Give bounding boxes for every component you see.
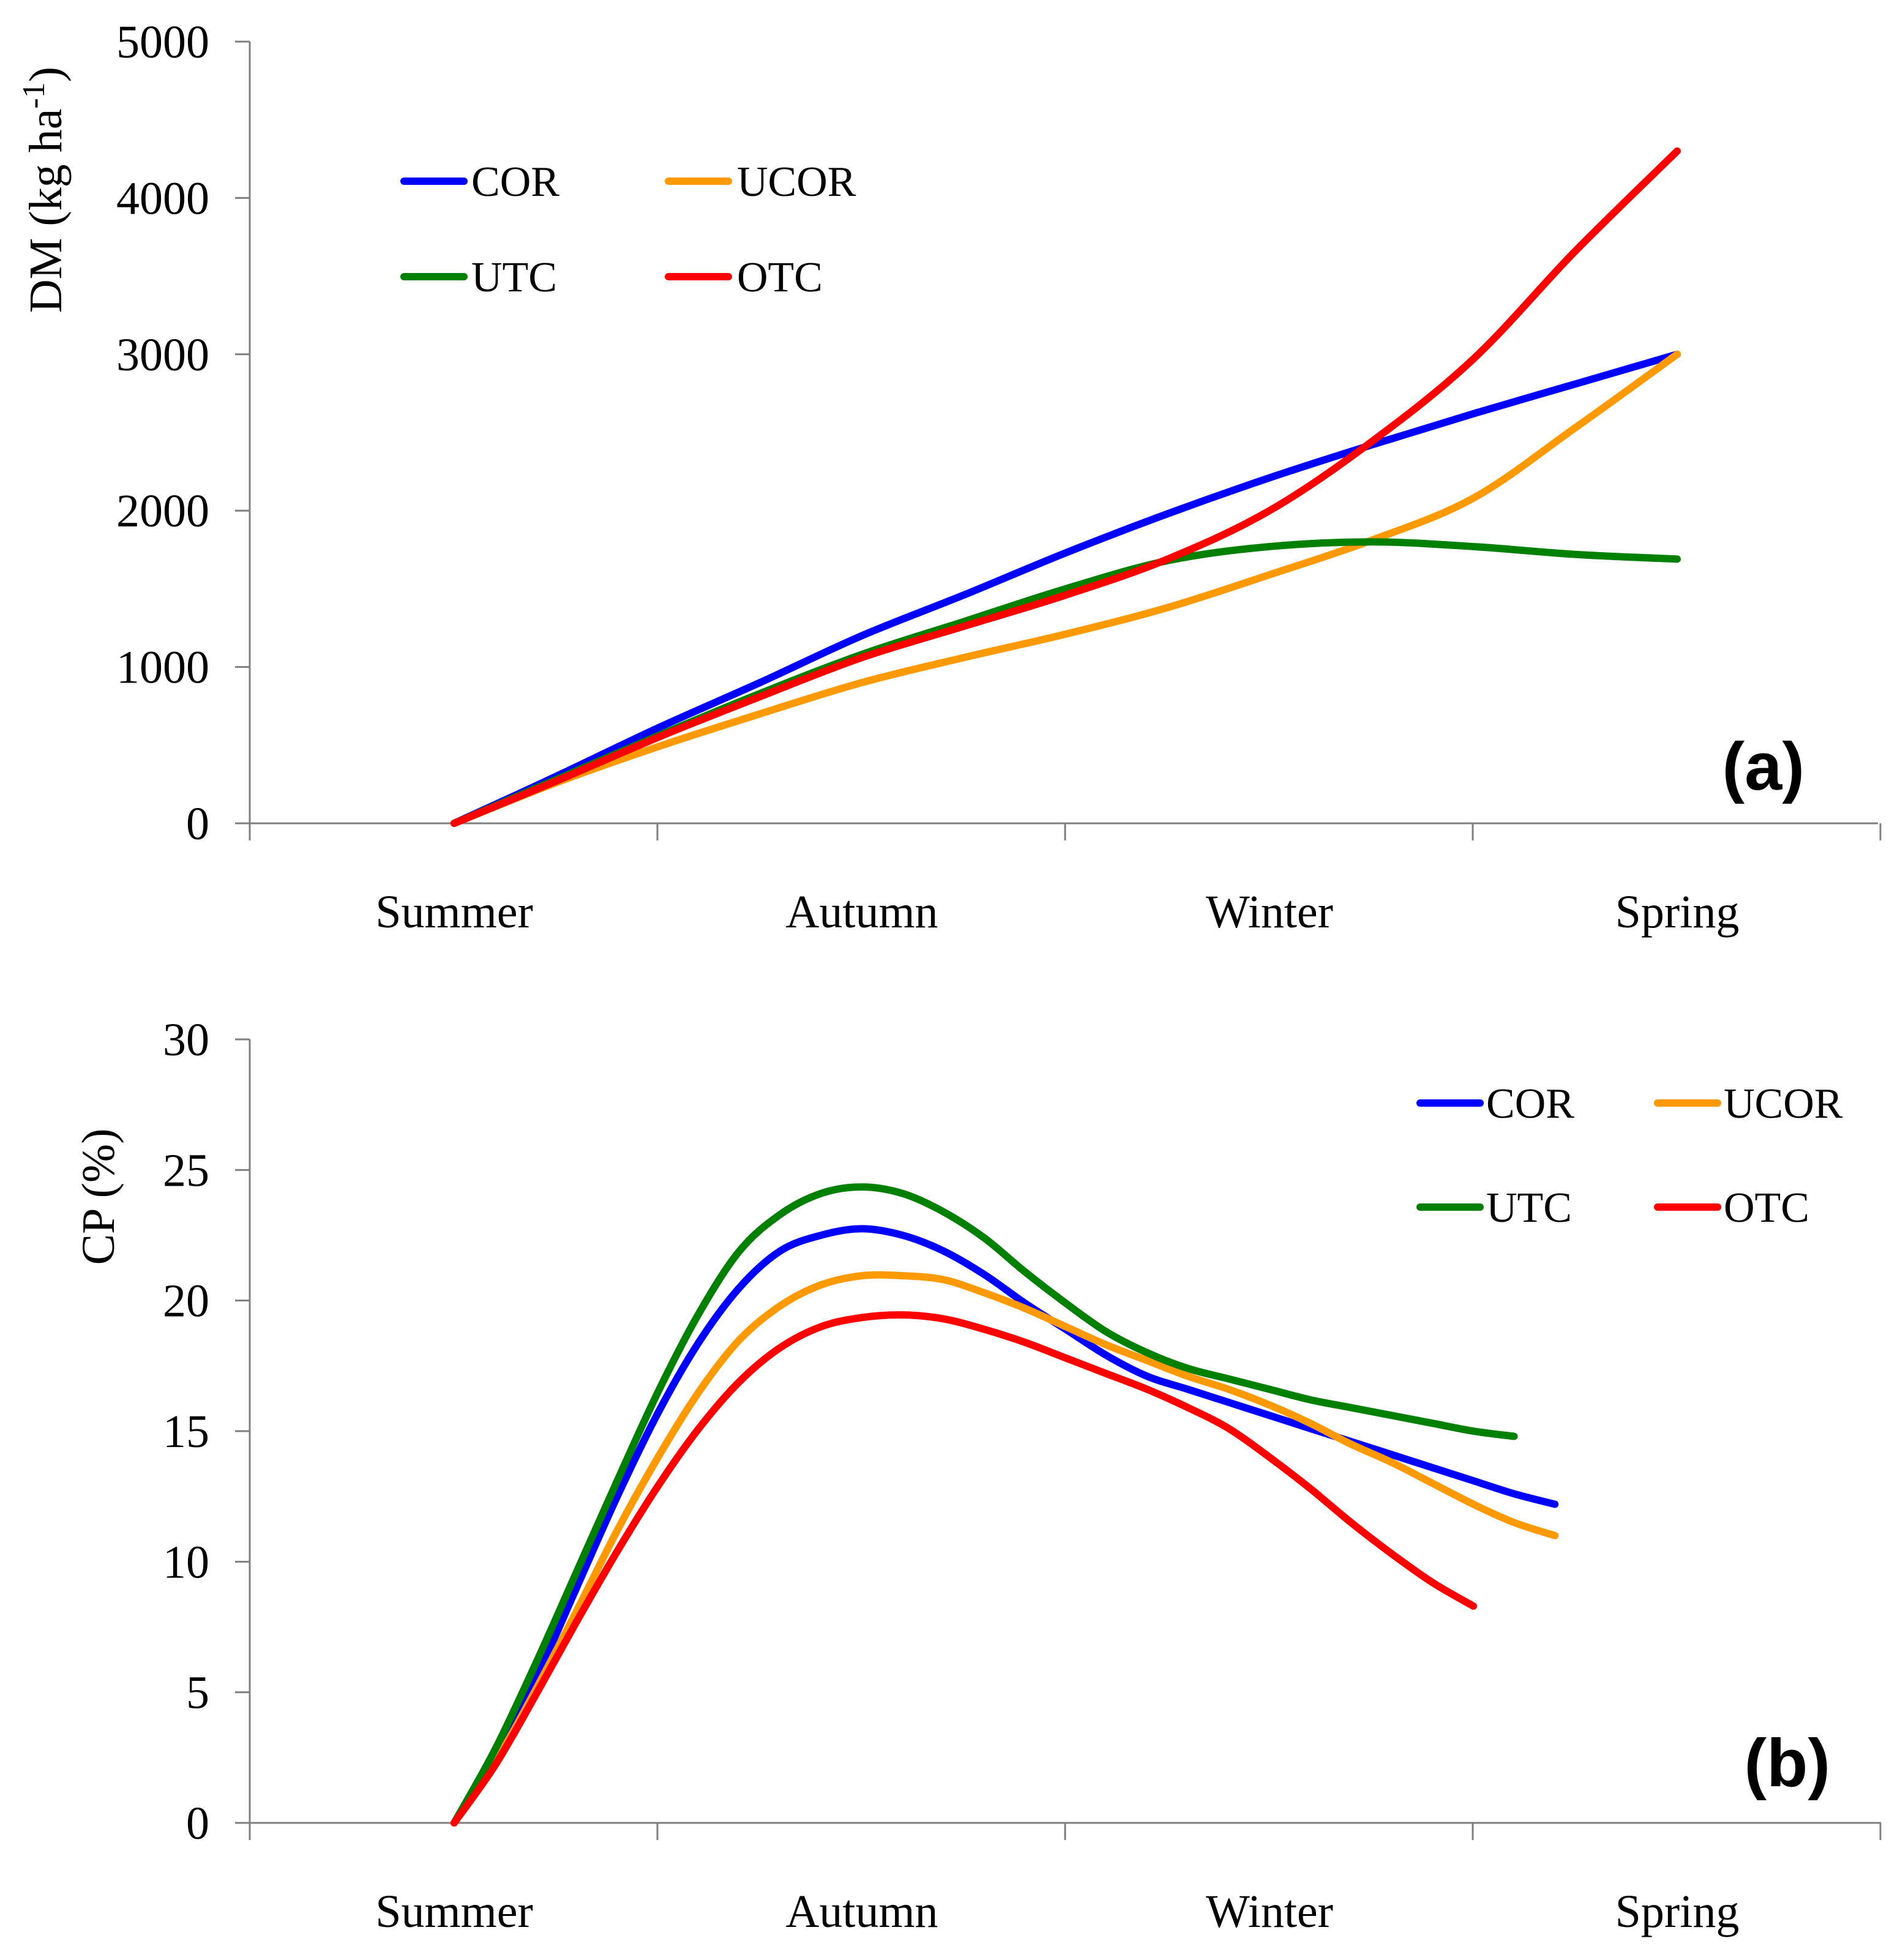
panel-a-series-line-ucor — [451, 350, 1681, 827]
chart-panel-a: 0 1000 2000 3000 4000 5000 Summer Autumn Winter… — [17, 17, 1882, 938]
panel-b-y-tick-label: 20 — [163, 1276, 209, 1327]
panel-b-y-tick-label: 10 — [163, 1536, 209, 1588]
panel-a-series-line-cor — [451, 350, 1681, 827]
panel-a-y-tick-label: 3000 — [116, 329, 209, 381]
panel-a-y-axis-title-suffix: ) — [20, 67, 72, 82]
panel-a-y-tick-label: 0 — [186, 798, 209, 850]
panel-b-y-tick-label: 0 — [186, 1798, 209, 1849]
panel-b-x-ticks: Summer Autumn Winter Spring — [249, 1823, 1882, 1937]
chart-panel-b: 0 5 10 15 20 25 30 Summer Autumn Winter Spring CP… — [73, 1014, 1882, 1937]
panel-b-legend: COR UCOR UTC OTC — [1416, 1080, 1843, 1232]
panel-a-y-tick-label: 2000 — [116, 485, 209, 537]
panel-a-series-line-otc — [451, 147, 1681, 827]
panel-b-y-ticks: 0 5 10 15 20 25 30 — [163, 1014, 250, 1849]
panel-a-axes — [249, 42, 1878, 825]
panel-a-label: (a) — [1722, 729, 1805, 804]
panel-a-y-ticks: 0 1000 2000 3000 4000 5000 — [116, 17, 250, 850]
panel-b-series-line-otc — [451, 1311, 1477, 1827]
panel-a-series-line-utc — [451, 538, 1681, 827]
panel-a-x-ticks: Summer Autumn Winter Spring — [249, 823, 1882, 938]
panel-b-series-line-utc — [451, 1183, 1518, 1827]
panel-a-x-category-label: Summer — [375, 886, 533, 938]
panel-a-y-axis-title-main: DM (kg ha — [20, 109, 72, 313]
panel-b-y-tick-label: 15 — [163, 1406, 209, 1457]
panel-a-legend-label-utc: UTC — [471, 254, 557, 301]
panel-a-legend-label-otc: OTC — [737, 254, 823, 301]
panel-b-x-category-label: Summer — [375, 1886, 533, 1937]
panel-a-series — [451, 147, 1681, 827]
panel-a-x-category-label: Spring — [1615, 886, 1740, 938]
panel-b-x-category-label: Spring — [1615, 1886, 1740, 1937]
panel-b-legend-label-otc: OTC — [1724, 1184, 1809, 1232]
panel-b-axes — [249, 1039, 1881, 1824]
panel-b-y-tick-label: 5 — [186, 1667, 209, 1719]
panel-a-y-axis-title: DM (kg ha-1) — [17, 67, 72, 313]
panel-b-y-tick-label: 30 — [163, 1014, 209, 1066]
panel-b-x-category-label: Autumn — [785, 1886, 938, 1937]
panel-b-legend-label-ucor: UCOR — [1724, 1080, 1843, 1128]
panel-b-y-tick-label: 25 — [163, 1145, 209, 1196]
panel-a-legend: COR UCOR UTC OTC — [400, 159, 856, 301]
panel-a-x-category-label: Winter — [1206, 886, 1333, 938]
panel-a-y-tick-label: 5000 — [116, 17, 209, 68]
panel-b-y-axis-title: CP (%) — [73, 1128, 124, 1265]
panel-b-legend-label-utc: UTC — [1486, 1184, 1572, 1232]
panel-a-y-axis-title-superscript: -1 — [17, 82, 51, 108]
panel-b-series — [451, 1183, 1559, 1827]
panel-b-series-line-ucor — [451, 1271, 1559, 1827]
panel-b-x-category-label: Winter — [1206, 1886, 1333, 1937]
panel-a-legend-label-ucor: UCOR — [737, 159, 856, 206]
panel-a-legend-label-cor: COR — [471, 159, 559, 206]
panel-b-label: (b) — [1745, 1726, 1830, 1801]
panel-a-x-category-label: Autumn — [785, 886, 938, 938]
panel-a-y-tick-label: 4000 — [116, 173, 209, 224]
panel-b-legend-label-cor: COR — [1486, 1080, 1574, 1128]
panel-a-y-tick-label: 1000 — [116, 642, 209, 694]
